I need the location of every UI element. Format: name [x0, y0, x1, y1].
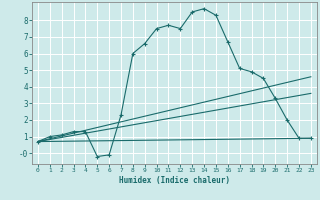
X-axis label: Humidex (Indice chaleur): Humidex (Indice chaleur) — [119, 176, 230, 185]
